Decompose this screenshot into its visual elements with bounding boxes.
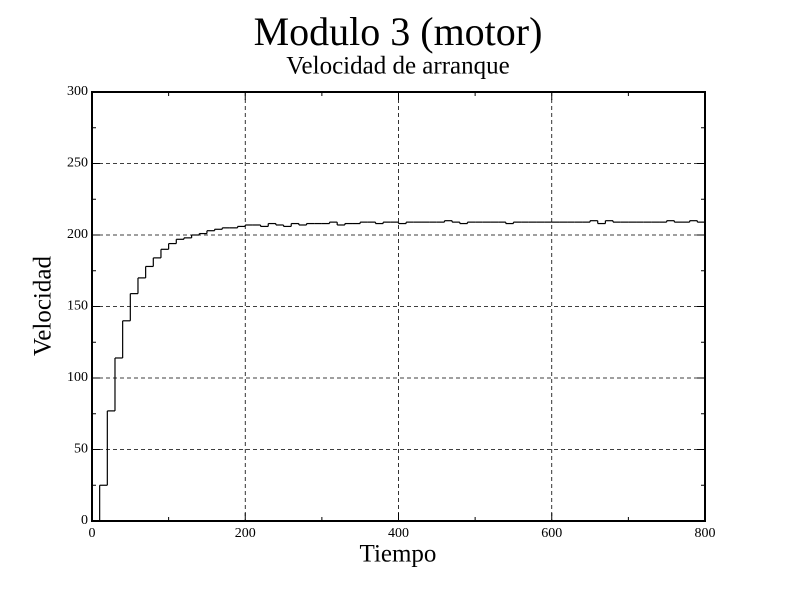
x-tick-label: 800 (695, 526, 716, 541)
x-tick-label: 600 (541, 526, 562, 541)
chart-subtitle: Velocidad de arranque (286, 53, 510, 80)
y-tick-label: 50 (74, 442, 88, 457)
x-tick-label: 400 (388, 526, 409, 541)
x-tick-label: 200 (235, 526, 256, 541)
y-tick-label: 150 (67, 299, 88, 314)
y-tick-label: 200 (67, 227, 88, 242)
plot-frame (91, 91, 706, 522)
y-axis-label: Velocidad (30, 256, 57, 356)
y-tick-label: 100 (67, 370, 88, 385)
chart-title: Modulo 3 (motor) (254, 9, 543, 54)
x-axis-label: Tiempo (360, 541, 437, 568)
y-tick-label: 250 (67, 156, 88, 171)
y-tick-label: 300 (67, 84, 88, 99)
x-tick-label: 0 (89, 526, 96, 541)
y-tick-label: 0 (81, 513, 88, 528)
